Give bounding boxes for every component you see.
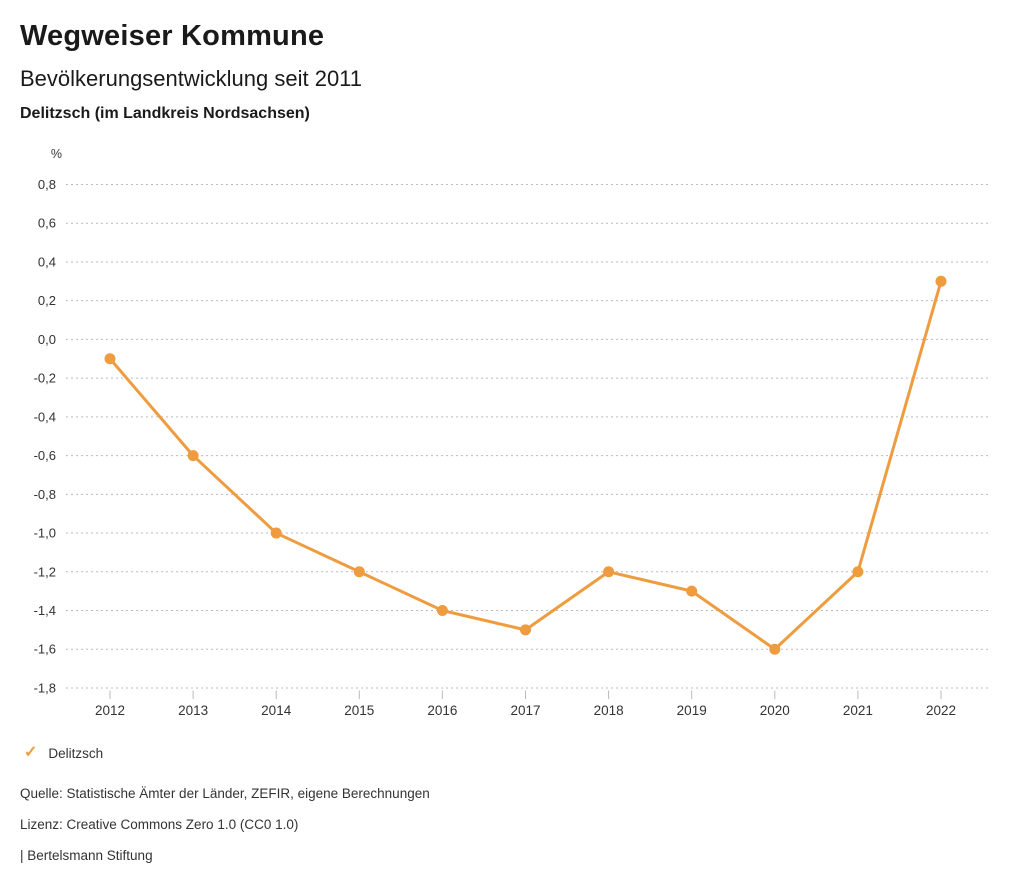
chart-canvas: % 0,8 0,6 0,4 0,2 0,0 -0,2 -0,4 -0,6 -0,8 -1,0 -1,2… <box>34 147 991 718</box>
x-tick-label: 2021 <box>843 703 873 718</box>
y-tick-label: -1,2 <box>34 564 56 579</box>
y-tick-label: -0,6 <box>34 448 56 463</box>
y-tick-label: -0,8 <box>34 487 56 502</box>
attribution-line: | Bertelsmann Stiftung <box>20 848 153 863</box>
data-point[interactable] <box>935 275 947 287</box>
source-line: Quelle: Statistische Ämter der Länder, Z… <box>20 786 430 801</box>
data-point[interactable] <box>104 353 116 365</box>
x-tick-label: 2022 <box>926 703 956 718</box>
page-title: Wegweiser Kommune <box>20 20 325 52</box>
x-tick-label: 2016 <box>427 703 457 718</box>
license-line: Lizenz: Creative Commons Zero 1.0 (CC0 1… <box>20 817 299 832</box>
legend-check-icon: ✓ <box>24 744 38 761</box>
x-tick-label: 2015 <box>344 703 374 718</box>
data-point[interactable] <box>769 643 781 655</box>
x-tick-label: 2020 <box>760 703 790 718</box>
y-tick-label: -1,8 <box>34 680 56 695</box>
y-tick-label: -0,4 <box>34 409 56 424</box>
data-point[interactable] <box>852 566 864 578</box>
x-tick-label: 2013 <box>178 703 208 718</box>
y-tick-label: 0,6 <box>38 216 56 231</box>
x-tick-label: 2017 <box>510 703 540 718</box>
data-point[interactable] <box>686 585 698 597</box>
chart-title: Bevölkerungsentwicklung seit 2011 <box>20 66 363 91</box>
y-tick-label: -1,4 <box>34 603 56 618</box>
data-point[interactable] <box>603 566 615 578</box>
y-tick-label: 0,8 <box>38 177 56 192</box>
legend[interactable]: ✓ Delitzsch <box>24 745 103 761</box>
data-point[interactable] <box>187 450 199 462</box>
y-tick-label: -0,2 <box>34 371 56 386</box>
population-line-chart: % 0,8 0,6 0,4 0,2 0,0 -0,2 -0,4 -0,6 -0,8 -1,0 -1,2… <box>0 140 1024 740</box>
y-tick-label: -1,6 <box>34 642 56 657</box>
y-tick-label: -1,0 <box>34 526 56 541</box>
region-subtitle: Delitzsch (im Landkreis Nordsachsen) <box>20 105 310 122</box>
data-point[interactable] <box>436 605 448 617</box>
y-axis-unit-label: % <box>51 147 62 161</box>
data-point[interactable] <box>520 624 531 636</box>
y-tick-label: 0,2 <box>38 293 56 308</box>
x-tick-label: 2019 <box>677 703 707 718</box>
data-point[interactable] <box>270 527 282 539</box>
data-point[interactable] <box>353 566 365 578</box>
legend-label: Delitzsch <box>48 745 104 761</box>
data-line-delitzsch <box>108 279 943 651</box>
y-tick-label: 0,0 <box>38 332 56 347</box>
x-tick-label: 2012 <box>95 703 125 718</box>
x-tick-label: 2014 <box>261 703 292 718</box>
y-tick-label: 0,4 <box>38 254 56 269</box>
x-tick-label: 2018 <box>594 703 624 718</box>
